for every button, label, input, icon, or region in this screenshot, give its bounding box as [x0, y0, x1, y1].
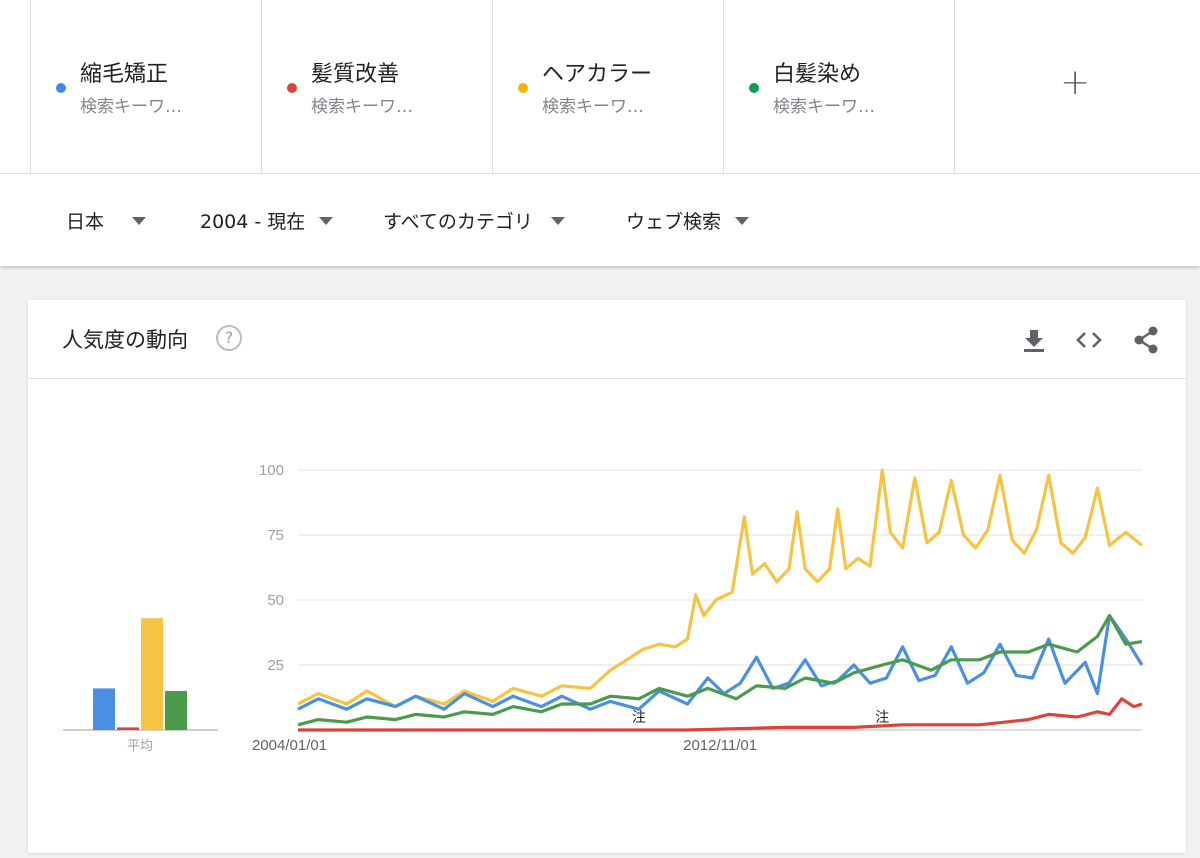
series-line-2[interactable]	[298, 697, 1143, 732]
keyword-card-3[interactable]: ヘアカラー 検索キーワ…	[493, 0, 724, 173]
keyword-subtitle: 検索キーワ…	[80, 97, 182, 117]
y-tick-label: 50	[267, 592, 284, 609]
average-bar	[117, 727, 139, 730]
series-color-dot	[518, 83, 528, 93]
period-filter-label: 2004 - 現在	[200, 211, 306, 233]
region-filter-label: 日本	[66, 211, 105, 233]
region-filter-dropdown[interactable]: 日本	[66, 207, 147, 234]
series-line-1[interactable]	[297, 614, 1144, 711]
series-line-3[interactable]	[297, 468, 1144, 709]
annotation-note[interactable]: 注	[875, 710, 889, 726]
share-icon[interactable]	[1130, 324, 1162, 356]
y-tick-label: 100	[259, 462, 284, 479]
series-color-dot	[56, 83, 66, 93]
x-tick-label: 2004/01/01	[252, 737, 327, 754]
y-tick-label: 75	[267, 527, 284, 544]
category-filter-label: すべてのカテゴリ	[383, 211, 533, 233]
series-line-4[interactable]	[297, 614, 1143, 727]
y-tick-label: 25	[267, 657, 284, 674]
series-color-dot	[749, 83, 759, 93]
help-icon[interactable]: ?	[216, 325, 242, 351]
keyword-subtitle: 検索キーワ…	[542, 97, 644, 117]
keyword-bar-gap	[0, 0, 31, 173]
search-type-filter-label: ウェブ検索	[626, 211, 722, 233]
search-type-filter-dropdown[interactable]: ウェブ検索	[626, 207, 750, 234]
keyword-term[interactable]: 白髪染め	[773, 62, 862, 87]
keyword-subtitle: 検索キーワ…	[311, 97, 413, 117]
annotation-note[interactable]: 注	[632, 710, 646, 726]
average-label: 平均	[127, 739, 153, 754]
download-icon[interactable]	[1018, 324, 1050, 356]
keyword-term[interactable]: ヘアカラー	[542, 62, 653, 87]
period-filter-dropdown[interactable]: 2004 - 現在	[200, 207, 334, 234]
plus-icon: +	[1060, 62, 1091, 103]
filter-bar: 日本 2004 - 現在 すべてのカテゴリ ウェブ検索	[0, 173, 1200, 266]
keyword-term[interactable]: 縮毛矯正	[80, 62, 169, 87]
interest-over-time-card: 人気度の動向 ? 100 75 50	[28, 300, 1186, 853]
card-title: 人気度の動向	[62, 328, 188, 352]
average-bar	[93, 688, 115, 730]
dropdown-caret-icon	[550, 216, 565, 225]
average-bar	[165, 691, 187, 730]
dropdown-caret-icon	[132, 216, 147, 225]
embed-code-icon[interactable]	[1073, 324, 1105, 356]
dropdown-caret-icon	[319, 216, 334, 225]
card-header: 人気度の動向 ?	[28, 300, 1186, 379]
dropdown-caret-icon	[735, 216, 750, 225]
series-color-dot	[287, 83, 297, 93]
keyword-compare-bar: 縮毛矯正 検索キーワ… 髪質改善 検索キーワ… ヘアカラー 検索キーワ… 白髪染…	[0, 0, 1200, 173]
keyword-card-2[interactable]: 髪質改善 検索キーワ…	[262, 0, 493, 173]
x-tick-label: 2012/11/01	[683, 737, 757, 754]
average-bar	[141, 618, 163, 730]
add-comparison-button[interactable]: +	[955, 0, 1200, 173]
keyword-subtitle: 検索キーワ…	[773, 97, 875, 117]
interest-over-time-chart[interactable]: 100 75 50 25 2004/01/01 2012/11/01 注 注平均	[28, 300, 1186, 853]
keyword-term[interactable]: 髪質改善	[311, 62, 400, 87]
keyword-card-1[interactable]: 縮毛矯正 検索キーワ…	[31, 0, 262, 173]
keyword-card-4[interactable]: 白髪染め 検索キーワ…	[724, 0, 955, 173]
category-filter-dropdown[interactable]: すべてのカテゴリ	[383, 207, 565, 234]
